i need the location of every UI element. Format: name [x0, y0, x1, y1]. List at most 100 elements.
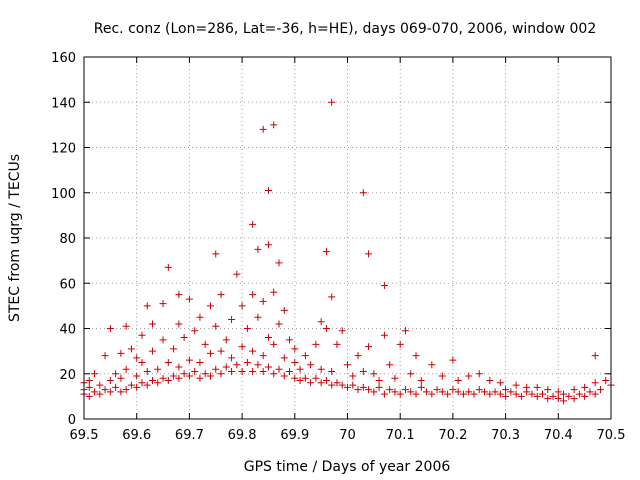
data-point — [391, 388, 399, 396]
data-point — [91, 370, 99, 378]
data-point — [138, 331, 146, 339]
data-point — [275, 320, 283, 328]
x-tick-label: 69.8 — [228, 428, 257, 443]
data-point — [417, 377, 425, 385]
data-point — [117, 374, 125, 382]
data-point — [591, 352, 599, 360]
data-point — [470, 390, 478, 398]
x-tick-label: 69.6 — [122, 428, 151, 443]
y-tick-label: 40 — [59, 323, 76, 338]
data-point — [454, 388, 462, 396]
data-point — [259, 125, 267, 133]
data-point — [154, 365, 162, 373]
data-point — [370, 370, 378, 378]
data-point — [586, 388, 594, 396]
data-point — [286, 367, 294, 375]
data-point — [307, 379, 315, 387]
data-point — [117, 349, 125, 357]
y-tick-label: 0 — [68, 413, 76, 428]
data-point — [143, 367, 151, 375]
data-point — [391, 374, 399, 382]
data-point — [212, 322, 220, 330]
data-point — [438, 372, 446, 380]
data-point — [465, 388, 473, 396]
data-point — [322, 325, 330, 332]
data-point — [407, 370, 415, 378]
data-point — [449, 356, 457, 364]
x-tick-label: 70.4 — [544, 428, 573, 443]
data-point — [122, 386, 130, 394]
data-point — [228, 315, 236, 323]
data-point — [259, 367, 267, 375]
data-point — [344, 383, 351, 391]
data-point — [317, 379, 325, 387]
data-point — [196, 313, 204, 321]
data-point — [185, 372, 193, 380]
data-point — [565, 392, 573, 400]
data-point — [291, 374, 299, 382]
data-point — [164, 263, 172, 271]
data-point — [454, 377, 462, 385]
data-point — [349, 381, 357, 389]
data-point — [365, 250, 373, 258]
data-point — [159, 374, 167, 382]
data-point — [122, 365, 130, 373]
data-point — [380, 390, 388, 398]
data-point — [185, 356, 193, 364]
data-point — [459, 390, 467, 398]
x-tick-label: 70 — [339, 428, 356, 443]
data-point — [149, 377, 157, 385]
data-point — [296, 377, 304, 385]
data-point — [428, 361, 436, 369]
data-point — [249, 220, 257, 228]
data-point — [396, 340, 404, 348]
data-point — [270, 288, 278, 296]
data-point — [127, 381, 135, 389]
data-point — [438, 388, 446, 396]
data-point — [217, 347, 225, 355]
data-point — [507, 388, 515, 396]
data-point — [138, 379, 146, 387]
data-point — [365, 386, 373, 394]
y-axis-label: STEC from uqrg / TECUs — [7, 154, 23, 322]
data-point — [122, 322, 130, 330]
data-point — [328, 367, 336, 375]
data-point — [154, 379, 162, 387]
data-point — [449, 386, 457, 394]
data-point — [486, 377, 494, 385]
grid — [84, 57, 611, 419]
data-point — [138, 358, 146, 366]
data-point — [217, 370, 225, 378]
data-point — [349, 372, 357, 380]
data-point — [243, 325, 251, 332]
data-point — [270, 370, 278, 378]
data-point — [85, 383, 93, 391]
y-tick-label: 100 — [51, 187, 76, 202]
data-point — [143, 381, 151, 389]
data-point — [375, 377, 383, 385]
y-tick-label: 60 — [59, 277, 76, 292]
data-point — [544, 386, 552, 394]
data-point — [259, 352, 267, 360]
data-point — [554, 388, 562, 396]
data-point — [159, 336, 167, 344]
data-point — [528, 390, 536, 398]
data-point — [149, 347, 157, 355]
x-tick-label: 70.5 — [597, 428, 626, 443]
data-point — [365, 343, 373, 351]
data-point — [185, 295, 193, 303]
x-tick-label: 69.5 — [70, 428, 99, 443]
data-point — [496, 379, 504, 387]
y-tick-label: 160 — [51, 51, 76, 66]
data-point — [238, 343, 246, 351]
data-point — [401, 386, 409, 394]
data-point — [164, 358, 172, 366]
data-point — [291, 358, 299, 366]
data-point — [549, 392, 557, 400]
data-point — [602, 377, 610, 385]
data-point — [307, 361, 315, 369]
data-point — [175, 320, 183, 328]
data-point — [465, 372, 473, 380]
data-point — [249, 367, 257, 375]
